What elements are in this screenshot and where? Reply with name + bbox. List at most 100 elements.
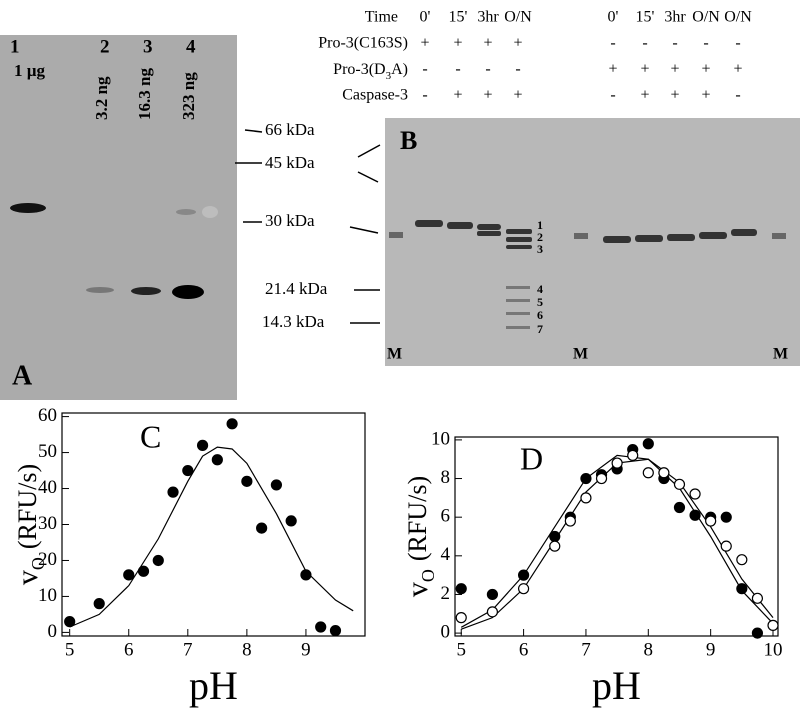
marker-label: 14.3 kDa [262,312,325,331]
plot-frame [61,412,366,637]
y-axis-label-part: v [401,582,434,597]
gel-header: Pro-3(D3A) Time 0' 15' 3hr O/N 0' 15' 3hr O/N O/N… [318,9,752,104]
lane-marker-label: M [573,346,588,363]
band [86,287,114,293]
cell: O/N [504,9,532,26]
band [176,209,196,215]
y-axis-label-part: (RFU/s) [403,476,432,561]
y-axis-label: vO (RFU/s) [401,476,438,597]
y-tick-label: 40 [38,477,57,498]
cell: 0' [420,9,431,26]
band [172,285,204,299]
data-point [152,554,164,567]
data-point [689,509,701,521]
cell: 15' [449,9,468,26]
data-point [270,479,283,491]
cell: 3hr [477,9,499,26]
band [202,206,218,218]
y-tick-label: 30 [38,513,57,534]
cell: - [672,35,677,52]
marker-label: 30 kDa [265,211,315,230]
x-tick-label: 9 [706,639,716,660]
row-label: Caspase-3 [342,87,408,104]
cell: + [608,61,617,78]
y-tick-label: 4 [441,544,451,565]
cell: - [735,87,740,104]
y-tick-label: 2 [441,583,451,604]
marker-lines [235,129,381,324]
lane-label: 3 [143,36,153,57]
load-label: 16.3 ng [135,68,154,120]
plot-frame [454,436,779,637]
cell: - [703,35,708,52]
band-number: 5 [537,295,543,309]
y-tick-label: 8 [441,467,451,488]
panel-label: A [12,360,33,391]
data-point [329,625,342,637]
data-point [211,454,223,466]
x-axis-label: pH [592,663,641,708]
cell: 0' [608,9,619,26]
cell: - [642,35,647,52]
y-tick-label: 10 [431,428,450,449]
cell: + [513,35,522,52]
data-point [241,475,253,487]
cell: - [455,61,460,78]
cell: - [610,35,615,52]
gel-b-bands [389,220,786,329]
x-tick-label: 10 [764,639,783,660]
load-label: 1 µg [14,61,46,80]
data-point [642,438,654,450]
cell: + [513,87,522,104]
y-tick-label: 60 [38,405,57,426]
cell: + [733,61,742,78]
cell: O/N [692,9,720,26]
data-point [751,592,764,604]
cell: - [735,35,740,52]
cell: - [515,61,520,78]
cell: - [485,61,490,78]
gel-a [0,35,237,400]
gel-b [385,118,800,366]
data-point [549,530,561,543]
y-tick-label: 6 [441,506,451,527]
y-axis-label-part: O [418,569,438,582]
data-point [705,515,717,527]
data-point [580,492,592,504]
row-label: Pro-3(D3A) [333,61,408,82]
fit-line [69,446,354,628]
cell: + [420,35,429,52]
cell: + [670,87,679,104]
data-point [736,554,748,566]
y-axis-label-part: (RFU/s) [13,464,42,549]
data-point [549,540,561,552]
y-tick-label: 0 [48,621,58,642]
panel-label: C [140,418,161,454]
row-label: Time [365,9,398,26]
data-point [93,598,105,610]
data-point [611,457,623,469]
cell: + [640,61,649,78]
x-tick-label: 6 [124,639,134,660]
x-tick-label: 7 [581,639,591,660]
data-point [455,583,467,595]
cell: - [422,87,427,104]
marker-label: 45 kDa [265,153,315,172]
x-axis-label: pH [189,663,238,708]
y-tick-label: 50 [38,441,57,462]
x-tick-label: 8 [242,639,252,660]
lane-label: 4 [186,36,196,57]
load-label: 3.2 ng [92,76,111,120]
x-tick-label: 5 [456,639,466,660]
cell: + [453,87,462,104]
data-point [182,464,194,477]
data-point [673,478,686,490]
data-point [751,627,764,639]
x-tick-label: 7 [183,639,193,660]
cell: - [422,61,427,78]
cell: + [640,87,649,104]
data-point [226,418,238,430]
row-label-part: A) [391,61,408,78]
cell: 15' [636,9,655,26]
